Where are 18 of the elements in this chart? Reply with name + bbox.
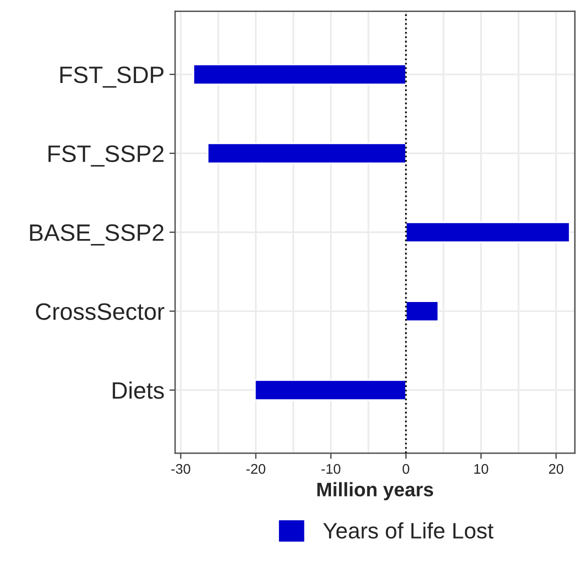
- y-tick-label: Diets: [112, 382, 164, 399]
- bar: [405, 300, 439, 322]
- bar: [405, 222, 570, 243]
- y-tick-label: CrossSector: [36, 303, 164, 320]
- y-tick-label: FST_SDP: [60, 66, 164, 88]
- x-axis-title: Million years: [317, 482, 434, 500]
- x-tick-label: -10: [321, 464, 340, 474]
- x-tick-label: 10: [474, 464, 488, 474]
- x-tick-label: 20: [549, 464, 564, 474]
- legend-label: Years of Life Lost: [323, 522, 494, 539]
- bar: [254, 380, 407, 401]
- y-tick-label: BASE_SSP2: [30, 224, 164, 246]
- y-tick-label: FST_SSP2: [48, 145, 164, 167]
- x-tick-label: -30: [171, 464, 190, 474]
- x-tick-label: -20: [246, 464, 266, 474]
- x-tick-label: 0: [402, 464, 410, 474]
- bar: [192, 64, 407, 85]
- bar: [207, 142, 407, 164]
